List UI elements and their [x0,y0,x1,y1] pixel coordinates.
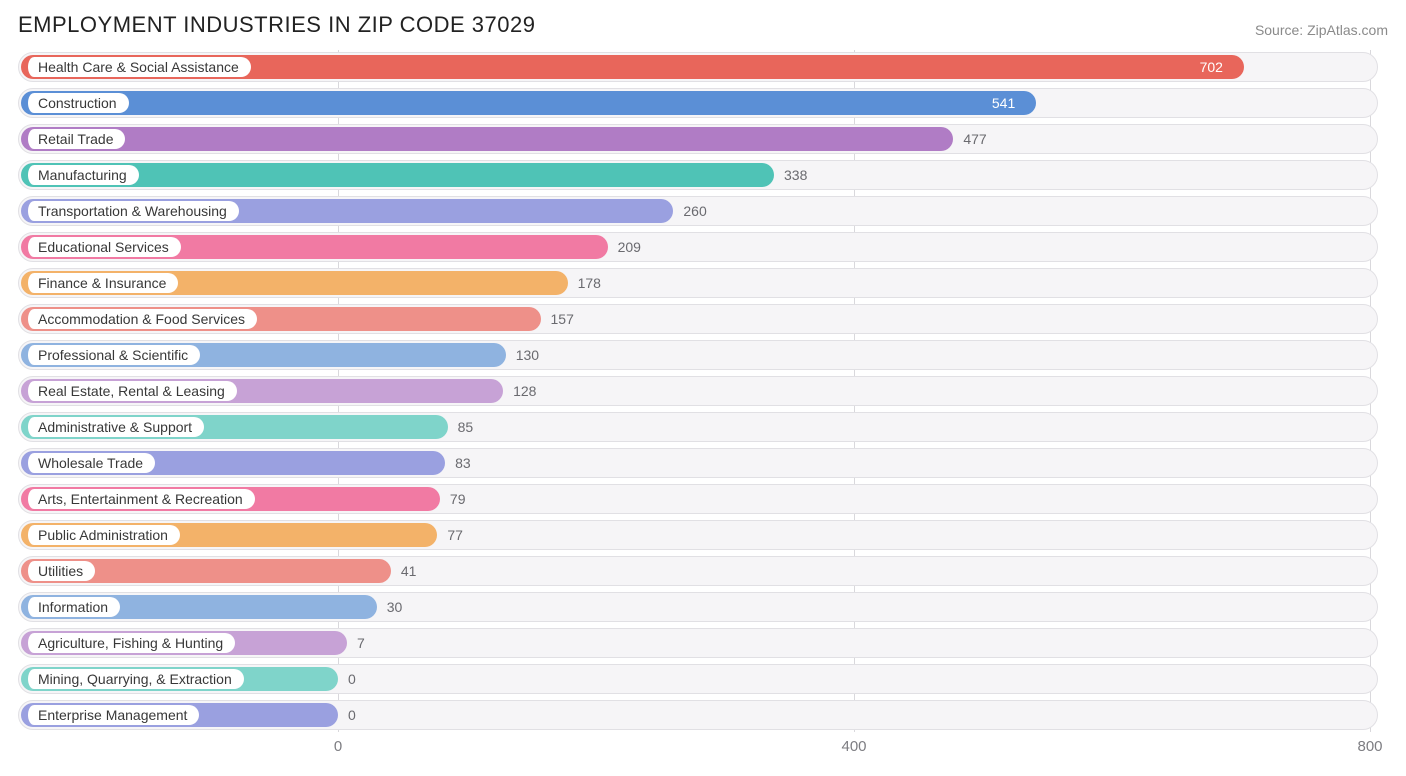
bar-value: 178 [578,268,601,298]
bar-label: Transportation & Warehousing [24,201,239,221]
bar-value: 128 [513,376,536,406]
bar-value: 130 [516,340,539,370]
bar-fill [21,127,953,151]
bar-value: 209 [618,232,641,262]
bar-label: Public Administration [24,525,180,545]
bar-row: Utilities 41 [18,556,1378,586]
employment-chart: Health Care & Social Assistance 702 Constr… [18,52,1388,760]
bar-fill [21,91,1036,115]
bar-label: Finance & Insurance [24,273,178,293]
bar-row: Administrative & Support 85 [18,412,1378,442]
bar-row: Information 30 [18,592,1378,622]
bar-value: 0 [348,700,356,730]
bar-row: Manufacturing 338 [18,160,1378,190]
bar-row: Mining, Quarrying, & Extraction 0 [18,664,1378,694]
bar-row: Public Administration 77 [18,520,1378,550]
bar-value: 41 [401,556,417,586]
bar-label: Real Estate, Rental & Leasing [24,381,237,401]
bar-value: 338 [784,160,807,190]
chart-title: EMPLOYMENT INDUSTRIES IN ZIP CODE 37029 [18,12,536,38]
bar-label: Accommodation & Food Services [24,309,257,329]
bar-row: Construction 541 [18,88,1378,118]
bar-value: 157 [551,304,574,334]
bar-row: Health Care & Social Assistance 702 [18,52,1378,82]
bar-row: Wholesale Trade 83 [18,448,1378,478]
bar-value: 83 [455,448,471,478]
bar-row: Arts, Entertainment & Recreation 79 [18,484,1378,514]
bar-value: 85 [458,412,474,442]
bar-row: Educational Services 209 [18,232,1378,262]
x-tick: 0 [334,738,342,755]
bar-row: Retail Trade 477 [18,124,1378,154]
bar-label: Administrative & Support [24,417,204,437]
bar-row: Real Estate, Rental & Leasing 128 [18,376,1378,406]
bar-label: Wholesale Trade [24,453,155,473]
bar-value: 77 [447,520,463,550]
bar-label: Arts, Entertainment & Recreation [24,489,255,509]
bar-row: Transportation & Warehousing 260 [18,196,1378,226]
bar-row: Accommodation & Food Services 157 [18,304,1378,334]
bar-value: 702 [1200,52,1223,82]
x-tick: 400 [841,738,866,755]
bar-value: 477 [963,124,986,154]
bar-label: Health Care & Social Assistance [24,57,251,77]
bar-label: Professional & Scientific [24,345,200,365]
source-attribution: Source: ZipAtlas.com [1255,22,1388,38]
bar-value: 0 [348,664,356,694]
bar-row: Enterprise Management 0 [18,700,1378,730]
bar-label: Agriculture, Fishing & Hunting [24,633,235,653]
x-axis: 0400800 [18,736,1378,760]
bar-value: 30 [387,592,403,622]
x-tick: 800 [1357,738,1382,755]
bar-label: Enterprise Management [24,705,199,725]
bar-row: Professional & Scientific 130 [18,340,1378,370]
bar-value: 541 [992,88,1015,118]
bar-label: Information [24,597,120,617]
bar-row: Finance & Insurance 178 [18,268,1378,298]
bar-value: 7 [357,628,365,658]
bar-label: Retail Trade [24,129,125,149]
bar-row: Agriculture, Fishing & Hunting 7 [18,628,1378,658]
bar-label: Mining, Quarrying, & Extraction [24,669,244,689]
bar-label: Utilities [24,561,95,581]
bar-label: Construction [24,93,129,113]
bar-value: 79 [450,484,466,514]
bar-label: Educational Services [24,237,181,257]
bar-value: 260 [683,196,706,226]
bar-label: Manufacturing [24,165,139,185]
plot-area: Health Care & Social Assistance 702 Constr… [18,52,1378,730]
